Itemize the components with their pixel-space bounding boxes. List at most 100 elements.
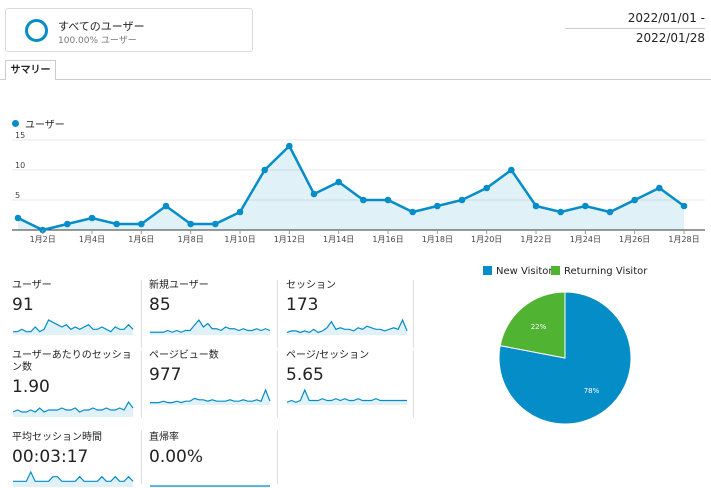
x-tick-label: 1月8日: [178, 235, 204, 244]
y-tick-label: 5: [15, 191, 20, 200]
metric-sparkline: [150, 388, 271, 405]
data-point: [631, 196, 638, 204]
users-line-chart: 5 10 15 1月2日 1月4日 1月6日 1月8日 1月10日 1月12日 1月14日 1月16…: [12, 131, 705, 244]
metric-value: 91: [12, 295, 34, 315]
pie-slice: [498, 291, 632, 425]
sparkline-area: [287, 320, 407, 335]
divider: [141, 430, 142, 484]
segment-subtitle: 100.00% ユーザー: [58, 36, 137, 46]
sparkline-line: [286, 318, 408, 334]
metric-tile[interactable]: 新規ユーザー 85: [149, 280, 271, 336]
data-point: [113, 220, 120, 228]
metric-tile[interactable]: 平均セッション時間 00:03:17: [12, 432, 134, 488]
data-point: [286, 142, 293, 150]
sparkline-line: [13, 470, 134, 482]
metric-label: 新規ユーザー: [149, 280, 209, 291]
legend-dot-icon: [12, 120, 19, 127]
chart-legend: ユーザー: [12, 116, 65, 131]
metric-value: 0.00%: [149, 447, 204, 467]
metric-label: 平均セッション時間: [12, 432, 102, 443]
metric-value: 977: [149, 365, 182, 385]
metric-sparkline: [13, 470, 134, 487]
x-tick-label: 1月26日: [619, 235, 650, 244]
data-point: [39, 226, 46, 234]
data-point: [384, 196, 392, 204]
x-tick-label: 1月16日: [372, 235, 403, 244]
x-tick-label: 1月22日: [520, 235, 551, 244]
sparkline-line: [150, 318, 271, 333]
metric-tile[interactable]: ユーザーあたりのセッション数 1.90: [12, 350, 136, 418]
metric-tile[interactable]: セッション 173: [286, 280, 408, 336]
divider: [413, 280, 414, 348]
data-point: [656, 184, 663, 192]
tab-summary[interactable]: サマリー: [5, 60, 56, 80]
divider: [277, 350, 278, 418]
data-point: [138, 220, 145, 228]
data-point: [162, 202, 170, 210]
pie-slice-label: 22%: [531, 323, 547, 331]
metric-tile[interactable]: ページ/セッション 5.65: [286, 350, 408, 406]
x-tick-label: 1月2日: [30, 235, 56, 244]
data-point: [64, 220, 71, 228]
y-tick-label: 10: [15, 161, 25, 170]
data-point: [261, 166, 268, 174]
x-tick-label: 1月14日: [323, 235, 354, 244]
date-range-picker[interactable]: 2022/01/01 - 2022/01/28: [565, 8, 705, 45]
visitor-pie-chart: 78% 22%: [498, 291, 632, 425]
metric-tile[interactable]: ユーザー 91: [12, 280, 134, 336]
pie-legend-new-label: New Visitor: [496, 266, 553, 277]
segment-circle-icon: [25, 19, 48, 42]
tab-divider: [0, 79, 711, 80]
data-point: [88, 214, 96, 222]
legend-swatch-icon: [551, 266, 560, 275]
metric-value: 1.90: [12, 377, 50, 397]
sparkline-line: [150, 388, 271, 404]
y-tick-label: 15: [15, 131, 25, 140]
series-area: [18, 146, 684, 230]
data-point: [458, 196, 466, 204]
pie-legend-returning: Returning Visitor: [551, 266, 647, 277]
metric-value: 85: [149, 295, 171, 315]
data-point: [680, 202, 688, 210]
x-tick-label: 1月20日: [471, 235, 502, 244]
metric-label: ページビュー数: [149, 350, 219, 361]
data-point: [582, 202, 589, 210]
sparkline-area: [13, 320, 133, 335]
pie-legend-returning-label: Returning Visitor: [564, 266, 648, 277]
divider: [141, 350, 142, 418]
metric-label: セッション: [286, 280, 336, 291]
metric-tile[interactable]: 直帰率 0.00%: [149, 432, 271, 488]
metric-label: ユーザーあたりのセッション数: [12, 350, 132, 373]
divider: [413, 350, 414, 418]
x-tick-label: 1月18日: [422, 235, 453, 244]
data-point: [14, 214, 22, 222]
data-point: [187, 220, 194, 228]
data-point: [434, 202, 441, 210]
metric-label: 直帰率: [149, 432, 179, 443]
segment-title: すべてのユーザー: [58, 20, 145, 33]
series-line: [17, 143, 685, 232]
pie-slice-label: 78%: [584, 387, 600, 395]
data-point: [212, 220, 219, 228]
metric-sparkline: [286, 388, 407, 405]
pie-legend-new: New Visitor: [483, 266, 553, 277]
divider: [277, 280, 278, 348]
sparkline-line: [12, 400, 134, 413]
metric-label: ページ/セッション: [286, 350, 370, 361]
legend-swatch-icon: [483, 266, 492, 275]
metric-sparkline: [150, 318, 271, 335]
x-tick-label: 1月24日: [570, 235, 601, 244]
metric-sparkline: [13, 319, 134, 335]
data-point: [532, 202, 540, 210]
sparkline-line: [13, 319, 134, 333]
data-point: [360, 196, 367, 204]
data-point: [409, 208, 416, 216]
segment-selector[interactable]: すべてのユーザー 100.00% ユーザー: [5, 8, 253, 52]
data-point: [557, 208, 564, 216]
data-point: [483, 184, 490, 192]
metric-tile[interactable]: ページビュー数 977: [149, 350, 271, 406]
metric-sparkline: [150, 485, 270, 487]
x-tick-label: 1月12日: [274, 235, 305, 244]
data-point: [310, 190, 318, 198]
metric-label: ユーザー: [12, 280, 52, 291]
